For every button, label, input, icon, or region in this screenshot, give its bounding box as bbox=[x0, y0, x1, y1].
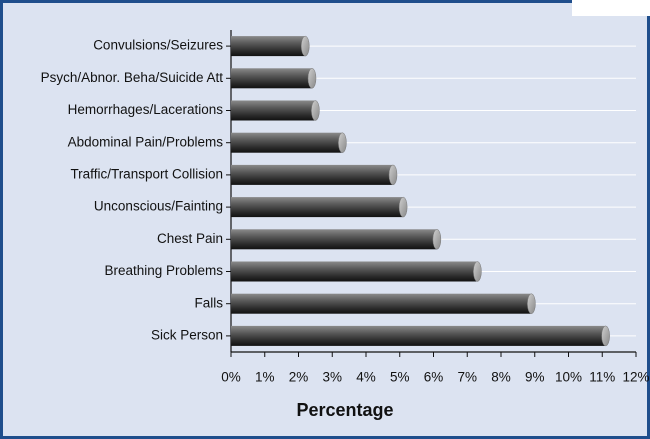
bar bbox=[231, 325, 606, 346]
y-tick-label: Falls bbox=[194, 295, 223, 310]
y-tick-label: Unconscious/Fainting bbox=[94, 199, 223, 214]
bar-cap bbox=[398, 196, 408, 218]
x-tick-label: 1% bbox=[255, 370, 275, 385]
y-tick-label: Breathing Problems bbox=[104, 263, 223, 278]
x-tick-label: 7% bbox=[457, 370, 477, 385]
bar-cap bbox=[432, 229, 442, 250]
y-tick-label: Convulsions/Seizures bbox=[93, 38, 223, 53]
y-tick-label: Sick Person bbox=[151, 327, 223, 342]
y-tick-label: Psych/Abnor. Beha/Suicide Att bbox=[41, 70, 224, 85]
x-tick-label: 12% bbox=[622, 370, 649, 385]
bar-cap bbox=[388, 164, 398, 186]
x-tick-label: 6% bbox=[424, 370, 444, 385]
bar bbox=[231, 100, 316, 121]
x-tick-label: 11% bbox=[589, 370, 615, 385]
bar-cap bbox=[301, 35, 310, 57]
bar bbox=[231, 36, 306, 57]
bar bbox=[231, 68, 312, 89]
bar bbox=[231, 293, 532, 314]
x-tick-label: 5% bbox=[390, 370, 410, 385]
bar-cap bbox=[307, 68, 317, 89]
y-tick-label: Hemorrhages/Lacerations bbox=[68, 102, 224, 117]
plot-area: 0% 1% 2% 3% 4% 5% 6% 7% 8% 9% 10% 11% 12% Convulsions… bbox=[41, 30, 650, 385]
corner-patch bbox=[572, 0, 650, 16]
x-axis-title: Percentage bbox=[296, 400, 393, 420]
bar-cap bbox=[338, 132, 347, 153]
bar-cap bbox=[601, 325, 610, 347]
bar bbox=[231, 164, 393, 185]
bar bbox=[231, 132, 343, 153]
x-tick-label: 0% bbox=[221, 370, 241, 385]
bar bbox=[231, 229, 437, 250]
y-tick-label: Chest Pain bbox=[157, 231, 223, 246]
bar-cap bbox=[527, 293, 536, 314]
y-tick-label: Traffic/Transport Collision bbox=[70, 166, 223, 181]
x-tick-label: 4% bbox=[356, 370, 376, 385]
bar-cap bbox=[311, 100, 320, 121]
x-tick-label: 8% bbox=[491, 370, 511, 385]
bar bbox=[231, 261, 478, 282]
bar-cap bbox=[473, 261, 482, 282]
x-tick-label: 2% bbox=[289, 370, 309, 385]
x-tick-label: 3% bbox=[322, 370, 342, 385]
y-tick-label: Abdominal Pain/Problems bbox=[68, 134, 224, 149]
bar bbox=[231, 197, 404, 218]
x-tick-label: 9% bbox=[525, 370, 545, 385]
x-tick-label: 10% bbox=[555, 370, 582, 385]
